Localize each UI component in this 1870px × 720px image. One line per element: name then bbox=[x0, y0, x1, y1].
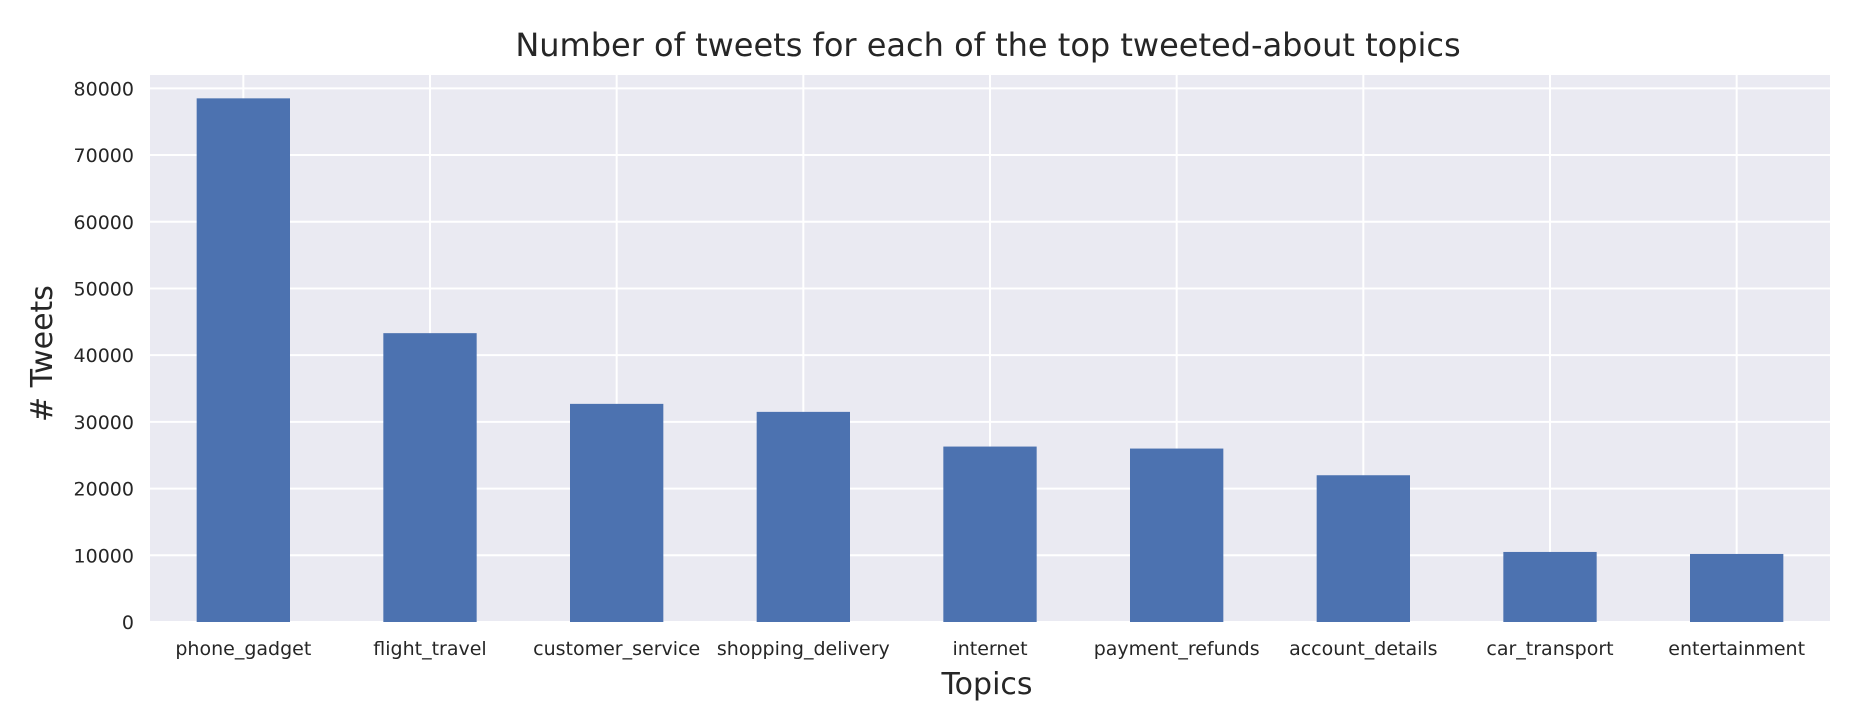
x-tick-label: internet bbox=[952, 638, 1027, 660]
x-tick-label: customer_service bbox=[533, 638, 700, 660]
bar-payment-refunds bbox=[1130, 448, 1224, 622]
x-tick-labels: phone_gadget flight_travel customer_servic… bbox=[175, 638, 1805, 660]
bar-phone-gadget bbox=[196, 98, 290, 623]
y-tick-label: 50000 bbox=[74, 278, 134, 300]
y-tick-label: 30000 bbox=[74, 412, 134, 434]
x-tick-label: shopping_delivery bbox=[717, 638, 890, 660]
x-tick-label: flight_travel bbox=[373, 638, 486, 660]
bar-car-transport bbox=[1503, 551, 1597, 622]
x-tick-label: account_details bbox=[1289, 638, 1438, 660]
x-tick-label: payment_refunds bbox=[1094, 638, 1260, 660]
y-tick-labels: 0 10000 20000 30000 40000 50000 60000 70000 8000… bbox=[74, 78, 134, 634]
bar-customer-service bbox=[570, 403, 664, 622]
x-axis-label: Topics bbox=[940, 667, 1032, 702]
bar-entertainment bbox=[1690, 553, 1784, 622]
chart-title: Number of tweets for each of the top twe… bbox=[515, 26, 1460, 64]
bar-account-details bbox=[1316, 475, 1410, 622]
y-tick-label: 40000 bbox=[74, 345, 134, 367]
y-tick-label: 80000 bbox=[74, 78, 134, 100]
y-tick-label: 70000 bbox=[74, 145, 134, 167]
x-tick-label: entertainment bbox=[1668, 638, 1805, 660]
bars bbox=[196, 98, 1784, 623]
x-tick-label: car_transport bbox=[1486, 638, 1613, 660]
bar-shopping-delivery bbox=[756, 411, 850, 622]
y-tick-label: 60000 bbox=[74, 212, 134, 234]
y-tick-label: 10000 bbox=[74, 545, 134, 567]
bar-flight-travel bbox=[383, 333, 477, 622]
y-tick-label: 0 bbox=[122, 612, 134, 634]
x-tick-label: phone_gadget bbox=[175, 638, 311, 660]
y-axis-label: # Tweets bbox=[25, 285, 60, 422]
y-tick-label: 20000 bbox=[74, 479, 134, 501]
bar-internet bbox=[943, 446, 1037, 622]
